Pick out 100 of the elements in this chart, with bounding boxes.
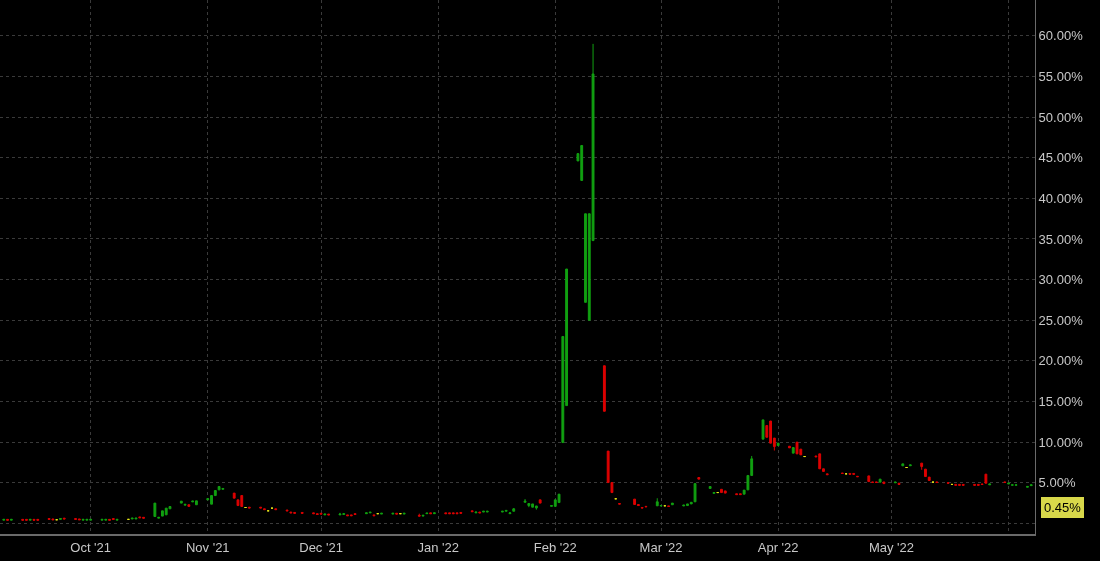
candlestick	[867, 475, 871, 483]
candlestick	[697, 477, 701, 480]
y-tick-label: 35.00%	[1038, 231, 1084, 247]
candlestick	[474, 511, 478, 514]
candlestick	[195, 500, 198, 506]
candlestick	[848, 472, 852, 475]
candlestick	[538, 499, 542, 504]
x-tick-label: Dec '21	[299, 539, 343, 555]
candlestick	[191, 500, 195, 503]
candlestick	[984, 473, 988, 484]
candlestick	[776, 442, 780, 447]
candlestick	[459, 511, 463, 514]
x-tick-label: Feb '22	[533, 539, 577, 555]
candlestick	[349, 514, 353, 517]
candlestick	[32, 518, 36, 521]
candlestick	[130, 517, 134, 520]
candlestick	[444, 512, 448, 515]
candlestick	[236, 499, 240, 507]
candlestick	[425, 512, 429, 515]
candlestick	[534, 505, 538, 511]
candlestick	[9, 518, 13, 521]
candlestick	[153, 502, 157, 518]
candlestick	[300, 511, 304, 514]
candlestick	[161, 510, 164, 517]
candlestick	[28, 518, 32, 521]
candlestick	[183, 503, 187, 506]
candlestick	[108, 518, 111, 521]
candlestick	[104, 518, 108, 521]
candlestick	[920, 462, 924, 471]
candlestick	[451, 512, 455, 515]
candlestick	[327, 513, 331, 516]
candlestick	[364, 512, 368, 515]
x-tick-label: Nov '21	[185, 539, 230, 555]
y-tick-label: 45.00%	[1038, 150, 1084, 166]
candlestick	[289, 511, 293, 514]
candlestick	[51, 518, 55, 521]
candlestick	[368, 511, 372, 514]
candlestick	[485, 510, 489, 513]
candlestick	[670, 502, 674, 506]
candlestick	[372, 514, 376, 517]
candlestick	[391, 512, 395, 515]
candlestick	[402, 512, 406, 515]
candlestick	[247, 506, 251, 509]
candlestick	[961, 483, 965, 486]
candlestick	[795, 441, 799, 455]
candlestick	[693, 483, 697, 503]
candlestick	[735, 493, 739, 496]
x-tick-label: May '22	[868, 539, 915, 555]
candlestick	[85, 518, 89, 521]
candlestick	[901, 463, 905, 467]
candlestick	[531, 503, 535, 508]
candlestick	[429, 512, 433, 515]
candlestick	[417, 513, 421, 517]
y-tick-label: 15.00%	[1038, 394, 1084, 410]
candlestick	[958, 483, 961, 486]
candlestick	[36, 518, 40, 521]
candlestick	[319, 512, 323, 515]
candlestick	[323, 513, 327, 516]
candlestick	[825, 473, 829, 476]
candlestick	[89, 518, 93, 521]
candlestick	[500, 510, 504, 513]
y-tick-label: 20.00%	[1038, 353, 1084, 369]
candlestick	[232, 492, 236, 499]
candlestick	[138, 516, 142, 519]
candlestick	[708, 486, 712, 489]
candlestick	[882, 481, 886, 485]
candlestick	[274, 508, 278, 511]
candlestick	[761, 419, 765, 440]
candlestick	[633, 498, 637, 505]
candlestick	[179, 500, 183, 504]
candlestick	[346, 514, 349, 517]
candlestick	[206, 498, 210, 501]
candlestick	[482, 510, 485, 513]
candlestick	[988, 483, 992, 486]
candlestick	[1007, 482, 1010, 485]
candlestick	[115, 518, 119, 521]
candlestick	[924, 468, 927, 478]
candlestick	[682, 504, 686, 507]
candlestick	[6, 518, 9, 521]
candlestick	[395, 512, 399, 515]
candlestick	[432, 512, 436, 515]
candlestick	[1029, 484, 1033, 487]
candlestick	[655, 497, 659, 507]
text: 0.45%	[1044, 500, 1082, 515]
candlestick	[2, 518, 6, 521]
candlestick	[187, 504, 191, 507]
candlestick	[25, 518, 28, 521]
candlestick	[686, 503, 689, 507]
candlestick	[973, 483, 976, 486]
candlestick	[142, 516, 145, 519]
candlestick	[478, 511, 482, 514]
candlestick	[791, 447, 795, 454]
y-tick-label: 10.00%	[1038, 434, 1084, 450]
candlestick	[380, 512, 383, 515]
candlestick	[100, 518, 104, 521]
candlestick	[852, 472, 856, 475]
candlestick	[77, 518, 81, 521]
candlestick	[448, 512, 451, 515]
candlestick	[504, 509, 508, 512]
candlestick	[720, 488, 723, 494]
